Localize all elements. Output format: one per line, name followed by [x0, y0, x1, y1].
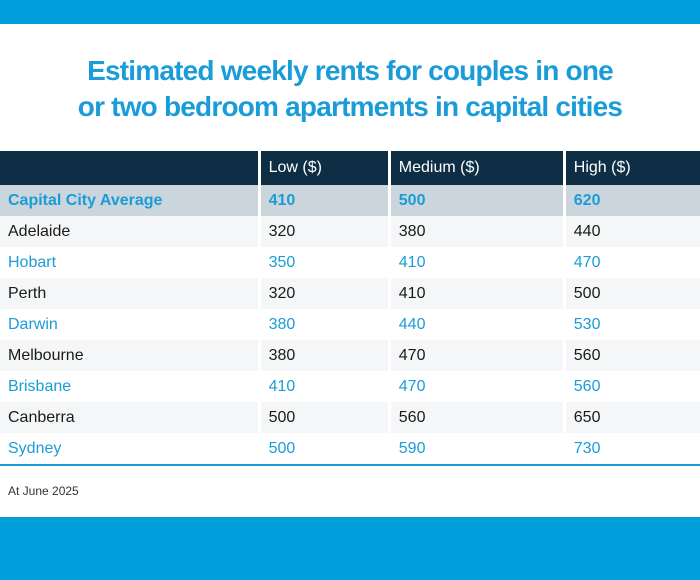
top-bar — [0, 0, 700, 24]
date-footnote: At June 2025 — [8, 484, 79, 498]
table-row-darwin: Darwin 380 440 530 — [0, 309, 700, 340]
page-title-line-1: Estimated weekly rents for couples in on… — [87, 55, 614, 86]
medium-cell: 470 — [387, 371, 563, 402]
high-cell: 650 — [562, 402, 700, 433]
medium-cell: 440 — [387, 309, 563, 340]
high-cell: 500 — [562, 278, 700, 309]
table-row-brisbane: Brisbane 410 470 560 — [0, 371, 700, 402]
medium-cell: 410 — [387, 247, 563, 278]
table-row-canberra: Canberra 500 560 650 — [0, 402, 700, 433]
rents-table: Low ($) Medium ($) High ($) Capital City… — [0, 151, 700, 466]
high-cell: 620 — [562, 185, 700, 216]
high-cell: 440 — [562, 216, 700, 247]
city-cell: Brisbane — [0, 371, 258, 402]
low-cell: 500 — [257, 433, 388, 464]
table-row-adelaide: Adelaide 320 380 440 — [0, 216, 700, 247]
page-title-line-2: or two bedroom apartments in capital cit… — [77, 91, 623, 122]
low-cell: 410 — [257, 371, 388, 402]
city-cell: Adelaide — [0, 216, 258, 247]
high-cell: 470 — [562, 247, 700, 278]
medium-cell: 470 — [387, 340, 563, 371]
low-cell: 320 — [257, 216, 388, 247]
low-cell: 410 — [257, 185, 388, 216]
high-cell: 560 — [562, 371, 700, 402]
city-cell: Canberra — [0, 402, 258, 433]
low-cell: 350 — [257, 247, 388, 278]
medium-cell: 560 — [387, 402, 563, 433]
table-row-hobart: Hobart 350 410 470 — [0, 247, 700, 278]
table-row-capital-city-average: Capital City Average 410 500 620 — [0, 185, 700, 216]
city-cell: Darwin — [0, 309, 258, 340]
low-cell: 380 — [257, 309, 388, 340]
table-row-sydney: Sydney 500 590 730 — [0, 433, 700, 464]
high-cell: 530 — [562, 309, 700, 340]
medium-cell: 410 — [387, 278, 563, 309]
medium-cell: 380 — [387, 216, 563, 247]
low-cell: 320 — [257, 278, 388, 309]
high-cell: 560 — [562, 340, 700, 371]
table-header-row: Low ($) Medium ($) High ($) — [0, 151, 700, 185]
column-header-high: High ($) — [562, 151, 700, 185]
city-cell: Hobart — [0, 247, 258, 278]
city-cell: Sydney — [0, 433, 258, 464]
city-cell: Capital City Average — [0, 185, 258, 216]
low-cell: 380 — [257, 340, 388, 371]
high-cell: 730 — [562, 433, 700, 464]
city-cell: Perth — [0, 278, 258, 309]
low-cell: 500 — [257, 402, 388, 433]
column-header-low: Low ($) — [257, 151, 388, 185]
city-cell: Melbourne — [0, 340, 258, 371]
column-header-city — [0, 151, 258, 185]
medium-cell: 500 — [387, 185, 563, 216]
column-header-medium: Medium ($) — [387, 151, 563, 185]
table-row-perth: Perth 320 410 500 — [0, 278, 700, 309]
bottom-bar — [0, 517, 700, 580]
table-row-melbourne: Melbourne 380 470 560 — [0, 340, 700, 371]
page-title: Estimated weekly rents for couples in on… — [0, 53, 700, 125]
medium-cell: 590 — [387, 433, 563, 464]
